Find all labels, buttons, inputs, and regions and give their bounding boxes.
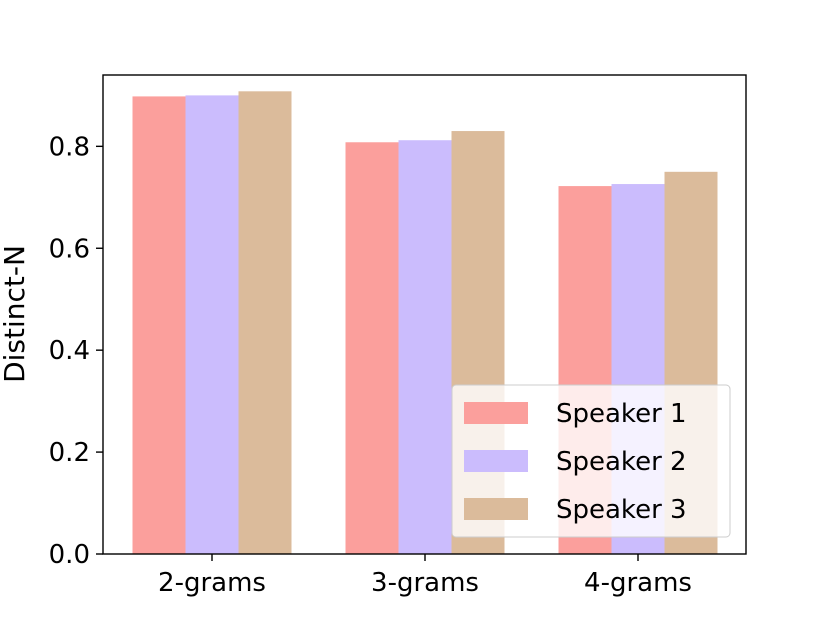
y-axis-label: Distinct-N	[0, 245, 31, 383]
y-tick-label: 0.8	[49, 132, 90, 162]
y-tick-label: 0.4	[49, 336, 90, 366]
y-axis: 0.0 0.2 0.4 0.6 0.8	[49, 132, 103, 570]
y-tick-label: 0.2	[49, 438, 90, 468]
bar-3-grams-speaker-1	[345, 142, 399, 554]
x-tick-label: 2-grams	[158, 568, 266, 598]
bar-2-grams-speaker-1	[132, 96, 186, 554]
legend-swatch	[464, 450, 528, 472]
y-tick-label: 0.6	[49, 234, 90, 264]
legend-swatch	[464, 402, 528, 424]
x-tick-label: 4-grams	[584, 568, 692, 598]
legend-label: Speaker 3	[556, 495, 687, 525]
bar-2-grams-speaker-2	[185, 95, 239, 554]
legend-swatch	[464, 498, 528, 520]
y-tick-label: 0.0	[49, 540, 90, 570]
legend-label: Speaker 2	[556, 447, 687, 477]
plot-frame	[102, 74, 747, 555]
x-tick-label: 3-grams	[371, 568, 479, 598]
bar-2-grams-speaker-3	[238, 91, 292, 554]
legend-label: Speaker 1	[556, 399, 687, 429]
bar-3-grams-speaker-2	[398, 140, 452, 554]
legend: Speaker 1 Speaker 2 Speaker 3	[451, 384, 731, 538]
x-axis: 2-grams 3-grams 4-grams	[158, 554, 692, 598]
